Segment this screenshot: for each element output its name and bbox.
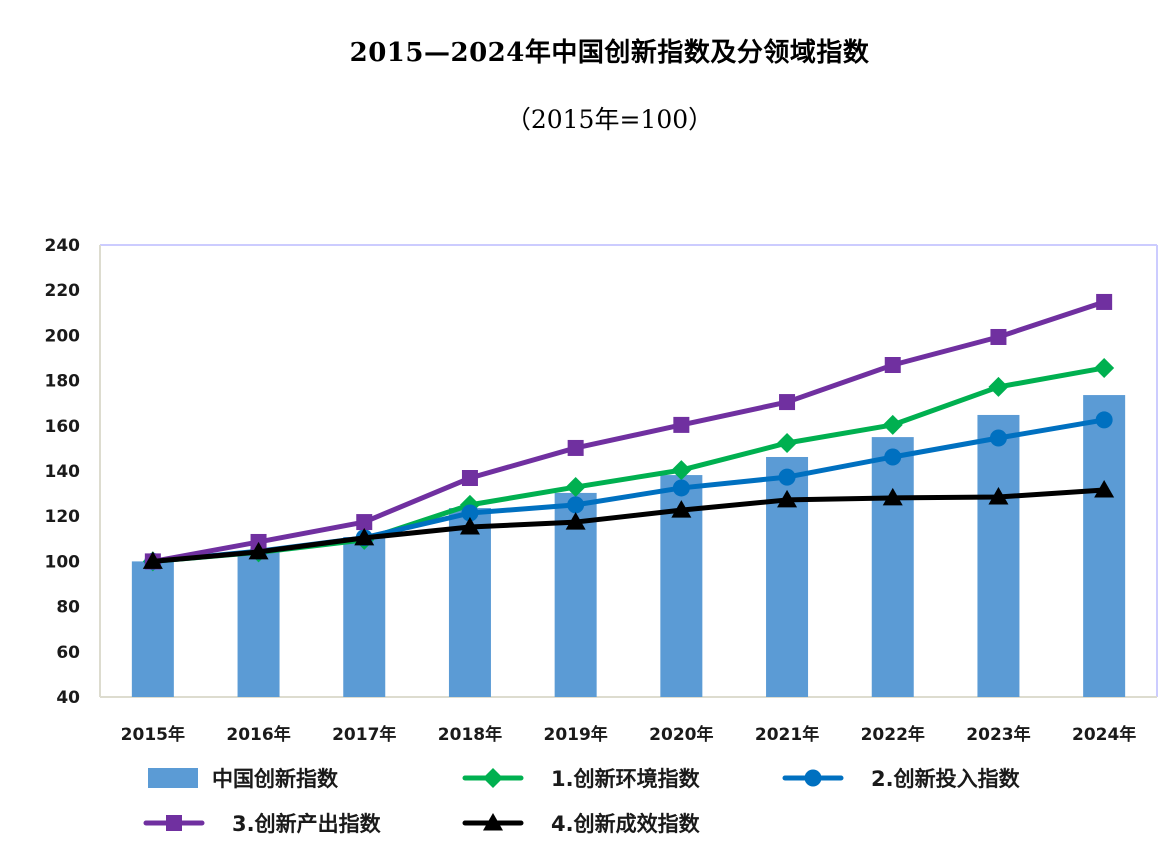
legend-label: 中国创新指数 bbox=[212, 767, 339, 791]
legend: 中国创新指数 1.创新环境指数 2.创新投入指数 3.创新产出指数 4.创新成效指数 bbox=[143, 767, 1021, 836]
y-tick-label: 240 bbox=[45, 236, 81, 256]
data-point bbox=[461, 504, 479, 522]
legend-item: 2.创新投入指数 bbox=[782, 767, 1021, 791]
legend-item: 3.创新产出指数 bbox=[143, 812, 382, 836]
data-point bbox=[565, 512, 586, 530]
legend-swatch-bar bbox=[148, 768, 198, 788]
data-point bbox=[248, 541, 269, 560]
data-point bbox=[461, 470, 478, 487]
line-series-diamond bbox=[142, 357, 1115, 572]
x-tick-label: 2023年 bbox=[966, 724, 1030, 745]
legend-item: 1.创新环境指数 bbox=[462, 767, 701, 791]
series-line bbox=[152, 487, 1105, 564]
data-point bbox=[882, 414, 903, 435]
series-line bbox=[152, 365, 1105, 564]
data-point bbox=[1094, 357, 1115, 378]
bar bbox=[448, 508, 491, 697]
bar bbox=[237, 552, 280, 697]
data-point bbox=[778, 468, 796, 486]
y-tick-label: 180 bbox=[45, 372, 81, 392]
legend-item: 4.创新成效指数 bbox=[462, 812, 701, 836]
data-point bbox=[671, 460, 692, 481]
y-tick-label: 120 bbox=[45, 507, 81, 527]
x-tick-label: 2021年 bbox=[755, 724, 819, 745]
y-tick-label: 40 bbox=[56, 688, 80, 708]
line-series-square bbox=[144, 293, 1113, 570]
x-tick-label: 2016年 bbox=[226, 724, 290, 745]
data-point bbox=[565, 477, 586, 498]
y-tick-label: 200 bbox=[45, 326, 81, 346]
data-point bbox=[673, 416, 690, 433]
bar bbox=[343, 536, 386, 697]
x-tick-label: 2018年 bbox=[438, 724, 502, 745]
data-point bbox=[884, 357, 901, 374]
legend-marker bbox=[483, 768, 503, 788]
data-point bbox=[777, 432, 798, 453]
bar bbox=[871, 437, 914, 697]
chart-title: 2015—2024年中国创新指数及分领域指数 bbox=[349, 38, 870, 68]
data-point bbox=[567, 439, 584, 456]
y-tick-label: 80 bbox=[56, 598, 80, 618]
x-tick-label: 2015年 bbox=[121, 724, 185, 745]
legend-label: 2.创新投入指数 bbox=[871, 767, 1021, 791]
data-point bbox=[989, 429, 1007, 447]
y-axis: 40 60 80 100 120 140 160 180 200 220 240 bbox=[45, 236, 81, 708]
data-point bbox=[988, 376, 1009, 397]
chart-subtitle: （2015年=100） bbox=[505, 105, 714, 134]
data-point bbox=[672, 479, 690, 497]
x-axis: 2015年 2016年 2017年 2018年 2019年 2020年 2021年 2022年… bbox=[121, 724, 1137, 745]
x-tick-label: 2022年 bbox=[861, 724, 925, 745]
legend-marker bbox=[166, 815, 182, 831]
legend-label: 3.创新产出指数 bbox=[232, 812, 382, 836]
y-tick-label: 100 bbox=[45, 552, 81, 572]
bar bbox=[977, 414, 1020, 697]
bar-series bbox=[131, 395, 1126, 697]
legend-item: 中国创新指数 bbox=[148, 767, 339, 791]
data-point bbox=[1095, 411, 1113, 429]
data-point bbox=[1094, 479, 1115, 498]
legend-label: 4.创新成效指数 bbox=[551, 812, 701, 836]
bar bbox=[131, 561, 174, 697]
y-tick-label: 160 bbox=[45, 417, 81, 437]
y-tick-label: 220 bbox=[45, 281, 81, 301]
y-tick-label: 140 bbox=[45, 462, 81, 482]
legend-label: 1.创新环境指数 bbox=[551, 767, 701, 791]
data-point bbox=[882, 487, 903, 506]
line-series bbox=[142, 293, 1115, 572]
data-point bbox=[988, 486, 1009, 505]
x-tick-label: 2017年 bbox=[332, 724, 396, 745]
data-point bbox=[142, 551, 163, 569]
x-tick-label: 2019年 bbox=[543, 724, 607, 745]
line-series-triangle bbox=[142, 479, 1115, 569]
data-point bbox=[459, 517, 480, 535]
data-point bbox=[356, 514, 373, 531]
x-tick-label: 2020年 bbox=[649, 724, 713, 745]
data-point bbox=[990, 328, 1007, 345]
series-line bbox=[152, 299, 1105, 564]
x-tick-label: 2024年 bbox=[1072, 724, 1136, 745]
data-point bbox=[567, 496, 585, 514]
data-point bbox=[884, 448, 902, 466]
data-point bbox=[779, 394, 796, 411]
data-point bbox=[1096, 293, 1113, 310]
data-point bbox=[671, 500, 692, 518]
data-point bbox=[777, 489, 798, 508]
y-tick-label: 60 bbox=[56, 643, 80, 663]
legend-marker bbox=[804, 769, 822, 787]
bar bbox=[1083, 395, 1126, 697]
data-point bbox=[354, 527, 375, 546]
legend-marker bbox=[483, 813, 503, 831]
series-line bbox=[152, 417, 1105, 564]
